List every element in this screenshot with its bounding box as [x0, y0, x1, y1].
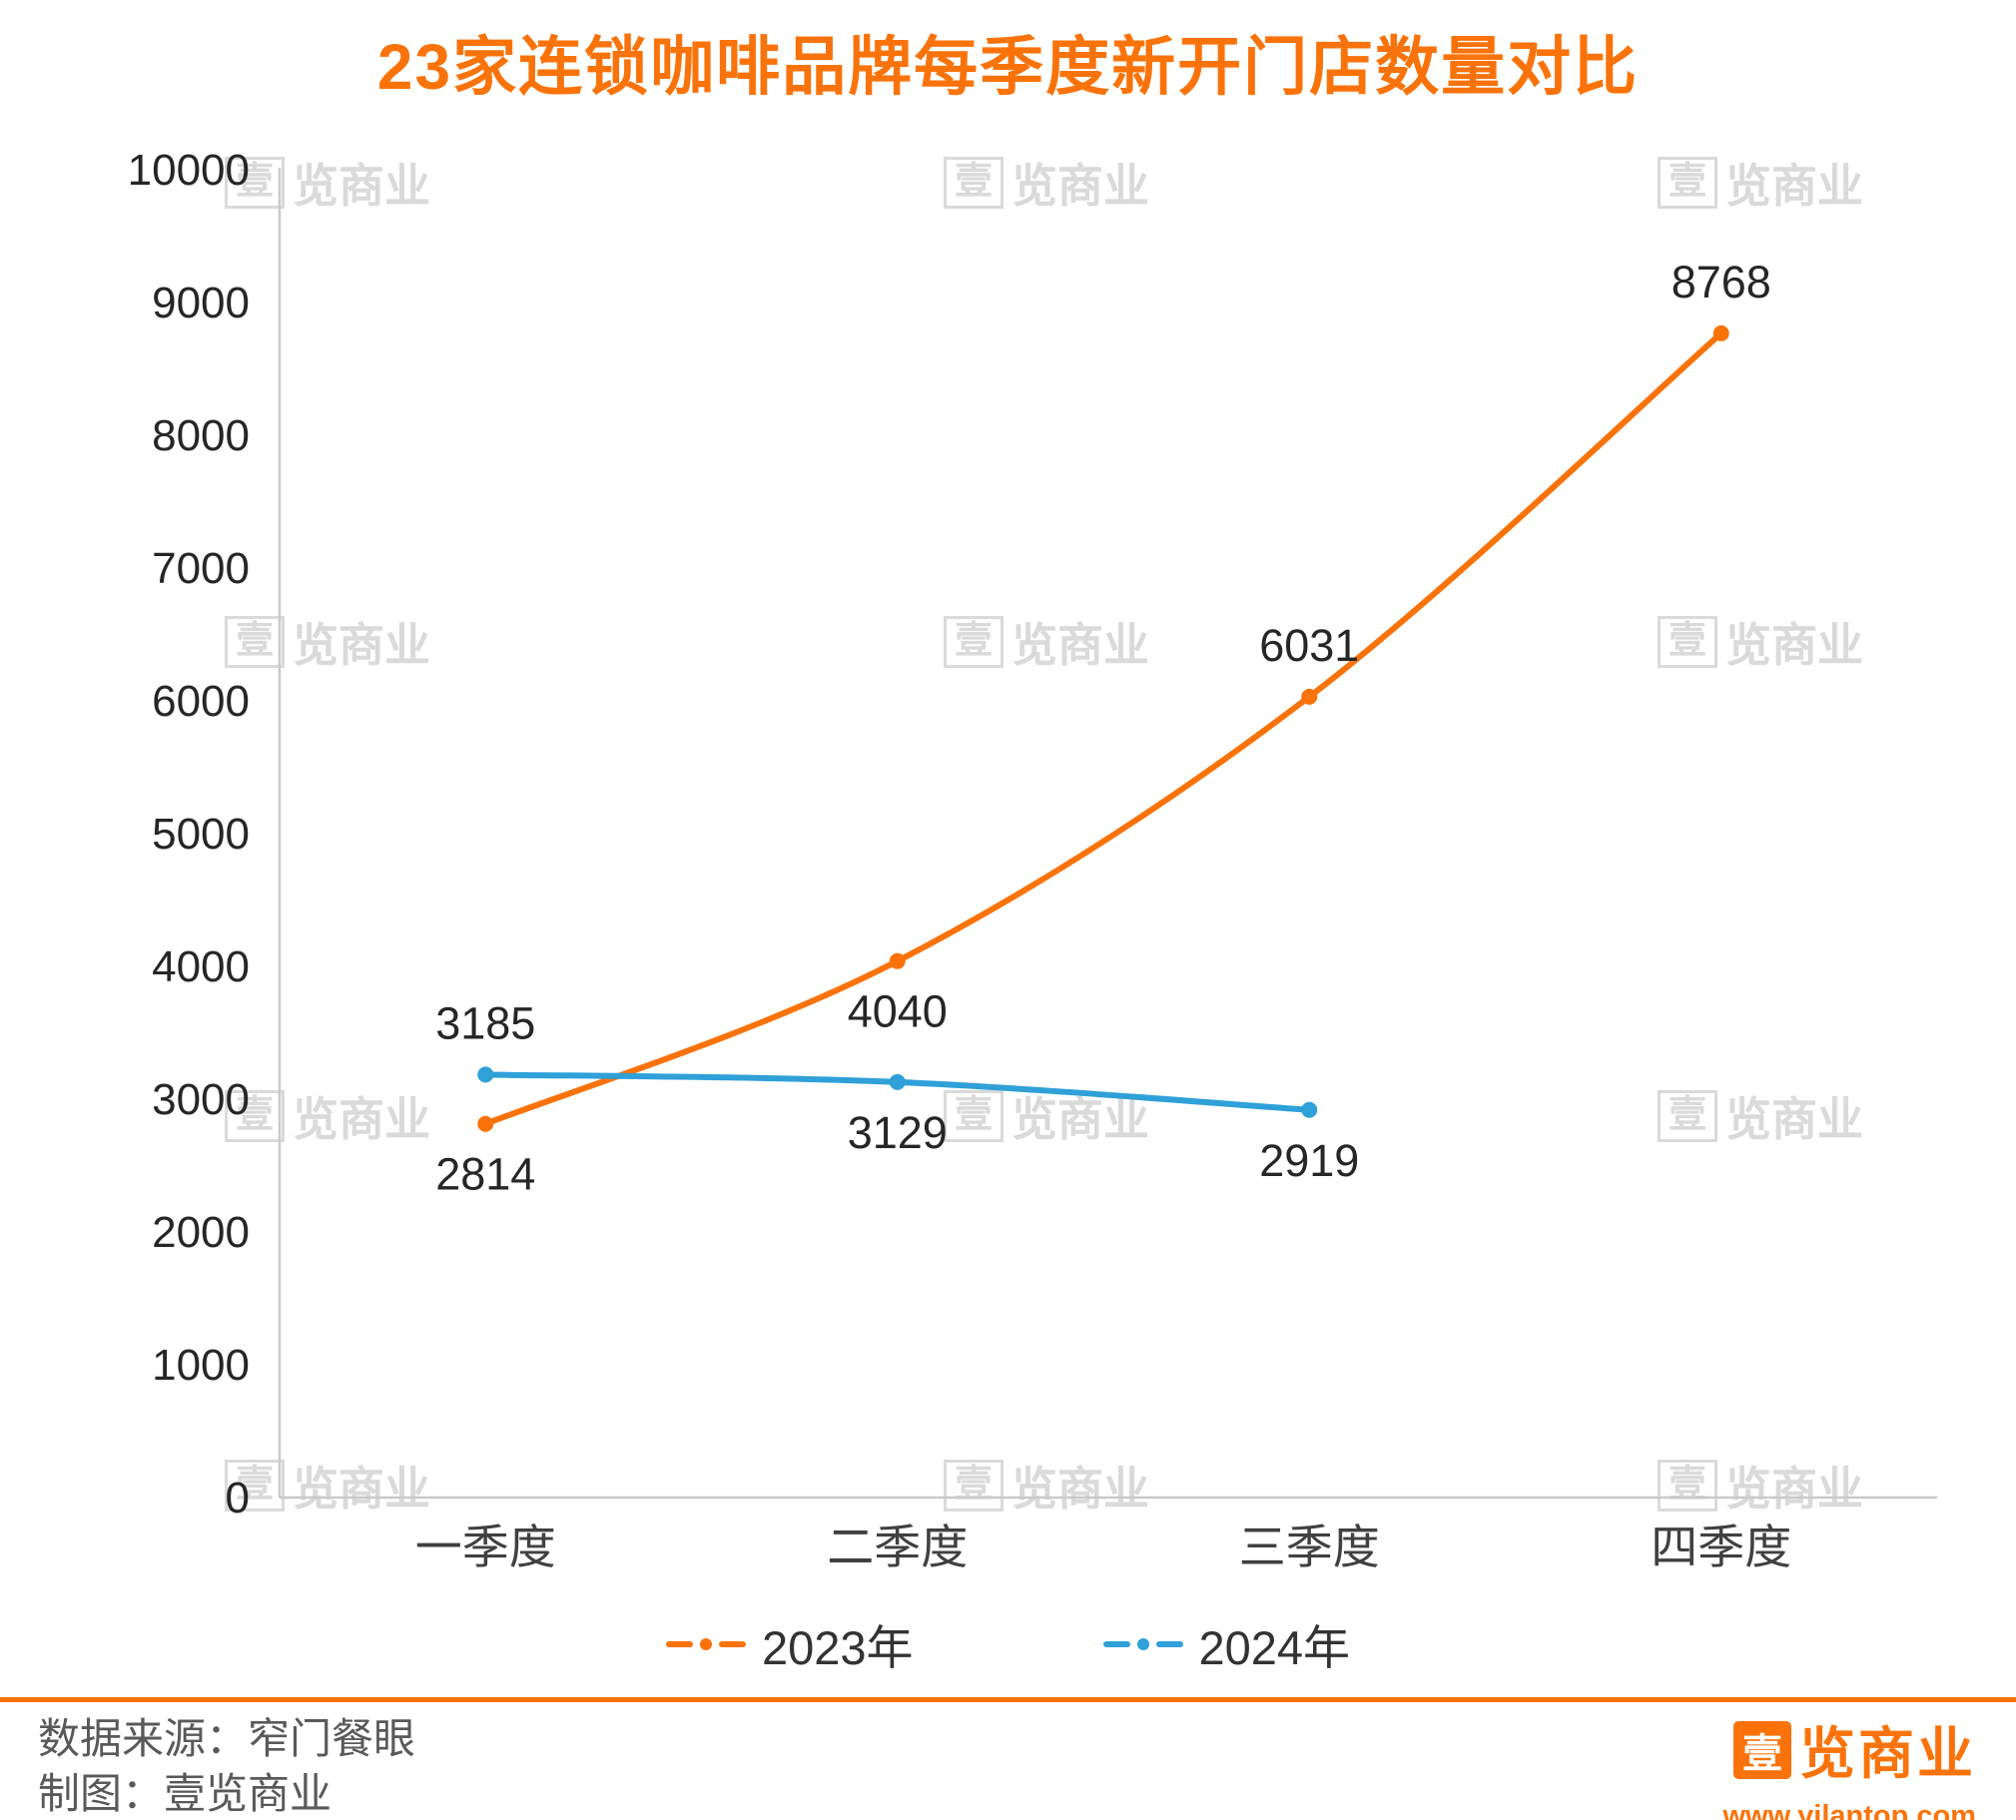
category-label: 三季度 — [1239, 1520, 1380, 1573]
credit-label: 制图：壹览商业 — [38, 1770, 333, 1817]
legend-dash-icon — [1102, 1640, 1130, 1647]
watermark-logo: 壹览商业 — [225, 150, 430, 216]
y-tick-label: 8000 — [152, 411, 250, 460]
footer-credits: 数据来源：窄门餐眼 制图：壹览商业 — [38, 1711, 415, 1820]
legend-label-2023: 2023年 — [761, 1621, 914, 1674]
data-point — [1301, 688, 1318, 705]
watermark-logo: 壹览商业 — [944, 1453, 1149, 1518]
series-line-2023年 — [482, 329, 1724, 1127]
watermark-logo: 壹览商业 — [1658, 150, 1863, 216]
legend-dash-icon — [1155, 1640, 1183, 1647]
y-tick-label: 9000 — [152, 279, 250, 327]
y-tick-label: 6000 — [152, 677, 250, 726]
chart-title: 23家连锁咖啡品牌每季度新开门店数量对比 — [376, 31, 1640, 103]
data-point — [477, 1115, 494, 1132]
y-tick-label: 4000 — [152, 942, 250, 991]
data-label: 8768 — [1672, 257, 1771, 307]
category-label: 一季度 — [415, 1520, 556, 1573]
y-tick-label: 3000 — [152, 1075, 250, 1124]
y-tick-label: 10000 — [128, 146, 250, 195]
brand-logo-text: 览商业 — [1799, 1722, 1976, 1785]
data-label: 3129 — [848, 1107, 948, 1158]
watermark-logo: 壹览商业 — [1658, 609, 1863, 675]
legend-item-2023: 2023年 — [665, 1609, 914, 1678]
watermark-logo: 壹览商业 — [225, 1453, 430, 1518]
watermark-logo: 壹览商业 — [944, 609, 1149, 675]
data-point — [1301, 1101, 1318, 1118]
data-point — [1712, 324, 1729, 341]
source-label: 数据来源：窄门餐眼 — [38, 1715, 416, 1762]
website-url: www.yilantop.com — [1722, 1800, 1976, 1820]
watermark-logo: 壹览商业 — [225, 1083, 430, 1149]
footer-logo: 壹 览商业 www.yilantop.com — [1722, 1709, 1976, 1820]
watermark-logo: 壹览商业 — [225, 609, 430, 675]
data-point — [477, 1066, 494, 1083]
legend-label-2024: 2024年 — [1198, 1621, 1351, 1674]
y-tick-label: 1000 — [152, 1341, 250, 1390]
category-label: 二季度 — [827, 1520, 968, 1573]
data-point — [889, 952, 906, 969]
legend-item-2024: 2024年 — [1102, 1609, 1351, 1678]
data-label: 6031 — [1259, 620, 1359, 671]
data-label: 3185 — [435, 997, 535, 1048]
y-tick-label: 2000 — [152, 1208, 250, 1257]
legend-dot-icon — [699, 1637, 712, 1650]
watermark-logo: 壹览商业 — [944, 150, 1149, 216]
data-label: 2919 — [1259, 1135, 1359, 1186]
y-tick-label: 5000 — [152, 810, 250, 859]
footer-divider — [0, 1697, 2016, 1702]
category-label: 四季度 — [1651, 1520, 1791, 1573]
y-tick-label: 7000 — [152, 544, 250, 593]
line-chart-canvas: 0 1000 2000 3000 4000 5000 6000 7000 8000 9000 100… — [128, 146, 1937, 1573]
data-label: 4040 — [848, 986, 948, 1037]
data-label: 2814 — [435, 1149, 535, 1200]
brand-logo-icon: 壹 — [1733, 1720, 1791, 1779]
chart-legend: 2023年 2024年 — [0, 1609, 2016, 1678]
data-point — [889, 1073, 906, 1090]
legend-dot-icon — [1136, 1637, 1149, 1650]
watermark-logo: 壹览商业 — [1658, 1083, 1863, 1149]
brand-logo: 壹 览商业 — [1722, 1709, 1976, 1790]
watermark-logo: 壹览商业 — [944, 1083, 1149, 1149]
legend-marker-2023-icon — [665, 1637, 746, 1650]
y-tick-label: 0 — [226, 1474, 250, 1522]
legend-dash-icon — [665, 1640, 693, 1647]
legend-marker-2024-icon — [1102, 1637, 1183, 1650]
legend-dash-icon — [718, 1640, 746, 1647]
